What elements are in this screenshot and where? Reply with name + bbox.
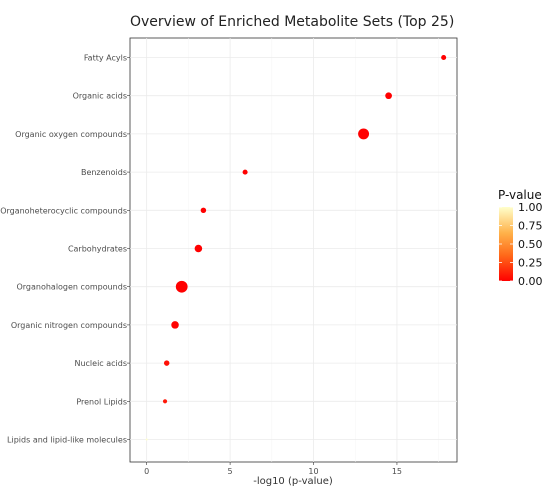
legend-tick-label: 0.00 xyxy=(518,275,543,288)
data-point xyxy=(145,438,148,441)
data-point xyxy=(162,399,168,404)
legend-colorbar xyxy=(499,207,513,281)
x-tick-label: 15 xyxy=(392,467,402,476)
legend-tick-label: 1.00 xyxy=(518,201,543,214)
y-tick-label: Lipids and lipid-like molecules xyxy=(7,436,127,445)
legend-title: P-value xyxy=(498,188,542,202)
legend-ticks: 1.00 0.75 0.50 0.25 0.00 xyxy=(499,201,543,288)
data-point xyxy=(171,321,179,329)
legend-tick-label: 0.50 xyxy=(518,238,543,251)
y-tick-label: Organic nitrogen compounds xyxy=(11,321,127,330)
y-tick-label: Organoheterocyclic compounds xyxy=(0,206,127,215)
data-point xyxy=(194,244,203,253)
data-points xyxy=(145,54,447,441)
x-tick-label: 0 xyxy=(144,467,149,476)
y-tick-label: Fatty Acyls xyxy=(84,54,127,63)
y-tick-label: Prenol Lipids xyxy=(76,397,127,406)
data-point xyxy=(385,92,392,100)
data-point xyxy=(242,169,248,175)
y-tick-label: Carbohydrates xyxy=(68,245,127,254)
y-tick-label: Organic acids xyxy=(73,92,127,101)
chart-title: Overview of Enriched Metabolite Sets (To… xyxy=(130,14,454,30)
data-point xyxy=(163,360,170,366)
x-tick-label: 10 xyxy=(308,467,318,476)
y-axis-labels: Fatty Acyls Organic acids Organic oxygen c… xyxy=(0,54,130,445)
data-point xyxy=(441,54,447,61)
x-tick-label: 5 xyxy=(228,467,233,476)
x-axis-label: -log10 (p-value) xyxy=(253,476,333,487)
legend-tick-label: 0.75 xyxy=(518,220,543,233)
legend-tick-label: 0.25 xyxy=(518,257,543,270)
y-tick-label: Nucleic acids xyxy=(74,359,127,368)
y-tick-label: Benzenoids xyxy=(81,168,127,177)
plot-panel xyxy=(129,37,458,463)
y-tick-label: Organic oxygen compounds xyxy=(15,130,127,139)
legend: P-value 1.00 0.75 0.50 0.25 0.00 xyxy=(498,188,543,288)
y-tick-label: Organohalogen compounds xyxy=(16,283,127,292)
data-point xyxy=(358,128,370,140)
x-axis-ticks: 0 5 10 15 xyxy=(144,462,402,476)
grid-lines xyxy=(130,38,457,462)
data-point xyxy=(175,280,188,293)
data-point xyxy=(200,207,207,214)
